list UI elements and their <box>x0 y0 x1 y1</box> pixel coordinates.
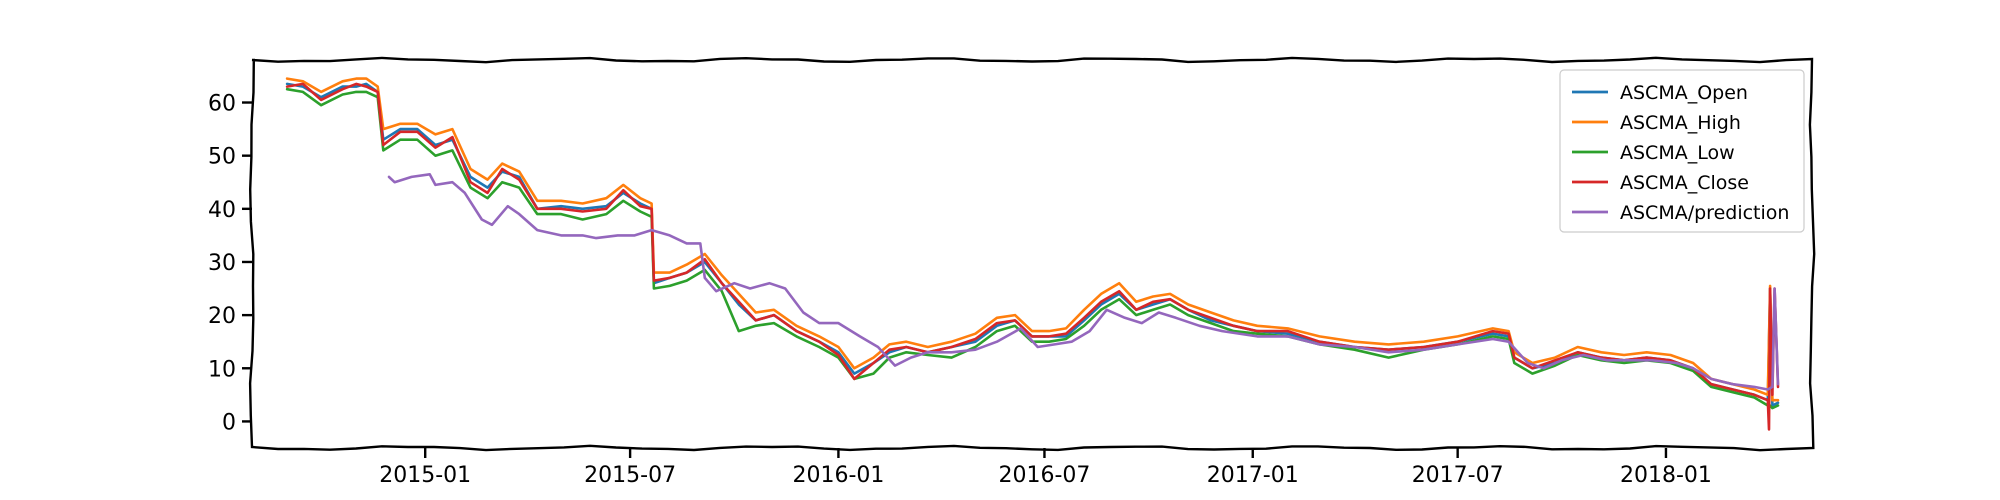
legend: ASCMA_Open ASCMA_High ASCMA_Low ASCMA_Close… <box>1559 69 1805 233</box>
series-line-ascma-close <box>285 82 1780 431</box>
legend-box <box>1559 69 1805 233</box>
y-tick-label: 30 <box>208 251 236 276</box>
legend-label: ASCMA/prediction <box>1620 202 1789 224</box>
y-tick-label: 0 <box>222 410 236 435</box>
series-line-ascma-prediction <box>387 173 1780 391</box>
series-line-ascma-high <box>285 77 1780 402</box>
y-tick-label: 20 <box>208 304 236 329</box>
x-tick-label: 2016-07 <box>998 463 1090 488</box>
x-tick-label: 2018-01 <box>1620 463 1712 488</box>
y-tick-label: 60 <box>208 92 236 117</box>
y-tick-label: 50 <box>208 145 236 170</box>
legend-label: ASCMA_Low <box>1620 142 1735 164</box>
x-tick-label: 2016-01 <box>792 463 884 488</box>
x-tick-label: 2017-07 <box>1412 463 1504 488</box>
y-tick-label: 10 <box>208 357 236 382</box>
x-tick-label: 2015-07 <box>584 463 676 488</box>
x-tick-label: 2015-01 <box>379 463 471 488</box>
plot-lines <box>285 77 1780 431</box>
y-tick-label: 40 <box>208 198 236 223</box>
legend-label: ASCMA_Open <box>1620 82 1748 104</box>
legend-label: ASCMA_Close <box>1620 172 1749 194</box>
legend-label: ASCMA_High <box>1620 112 1741 134</box>
x-tick-label: 2017-01 <box>1207 463 1299 488</box>
plot-frame <box>248 56 1816 452</box>
x-axis: 2015-01 2015-07 2016-01 2016-07 2017-01 2017-… <box>379 448 1712 488</box>
y-axis: 0 10 20 30 40 50 60 <box>208 92 252 435</box>
